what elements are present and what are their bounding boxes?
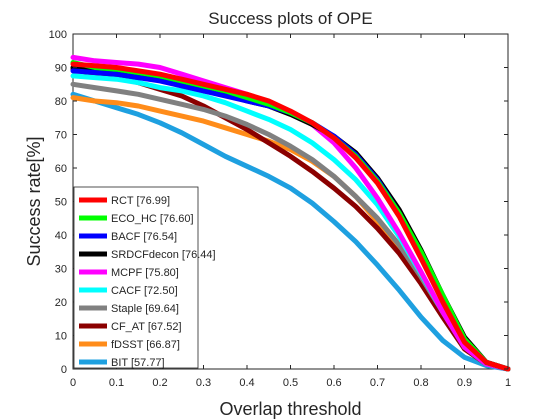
legend-label-2: BACF [76.54] bbox=[111, 231, 177, 243]
legend-label-4: MCPF [75.80] bbox=[111, 267, 179, 279]
x-tick-label: 0.3 bbox=[196, 377, 211, 389]
legend: RCT [76.99] ECO_HC [76.60] BACF [76.54] SRD… bbox=[73, 186, 216, 369]
y-tick-label: 70 bbox=[55, 130, 67, 142]
y-tick-label: 30 bbox=[55, 264, 67, 276]
y-tick-label: 100 bbox=[49, 29, 67, 41]
legend-label-6: Staple [69.64] bbox=[111, 303, 179, 315]
x-tick-label: 1 bbox=[505, 377, 511, 389]
legend-label-5: CACF [72.50] bbox=[111, 285, 178, 297]
y-tick-label: 80 bbox=[55, 96, 67, 108]
x-tick-label: 0.7 bbox=[370, 377, 385, 389]
x-tick-label: 0.8 bbox=[413, 377, 428, 389]
x-tick-label: 0.4 bbox=[239, 377, 254, 389]
legend-label-3: SRDCFdecon [76.44] bbox=[111, 249, 216, 261]
y-axis-title: Success rate[%] bbox=[24, 136, 44, 266]
y-tick-label: 20 bbox=[55, 297, 67, 309]
x-tick-label: 0 bbox=[70, 377, 76, 389]
x-tick-label: 0.5 bbox=[283, 377, 298, 389]
series-layer bbox=[70, 54, 511, 372]
y-tick-label: 90 bbox=[55, 63, 67, 75]
legend-label-1: ECO_HC [76.60] bbox=[111, 213, 194, 225]
y-tick-label: 10 bbox=[55, 331, 67, 343]
x-tick-label: 0.1 bbox=[109, 377, 124, 389]
legend-label-8: fDSST [66.87] bbox=[111, 339, 180, 351]
x-tick-label: 0.6 bbox=[326, 377, 341, 389]
legend-label-7: CF_AT [67.52] bbox=[111, 321, 182, 333]
y-tick-label: 40 bbox=[55, 230, 67, 242]
y-tick-label: 60 bbox=[55, 163, 67, 175]
legend-label-9: BIT [57.77] bbox=[111, 357, 165, 369]
chart-title: Success plots of OPE bbox=[208, 9, 372, 28]
legend-label-0: RCT [76.99] bbox=[111, 195, 170, 207]
y-tick-label: 50 bbox=[55, 197, 67, 209]
series-line-0 bbox=[70, 61, 511, 372]
tick-layer: 0 0.1 0.2 0.3 0.4 0.5 0.6 0.7 0.8 0.9 101020304050… bbox=[49, 29, 511, 389]
x-tick-label: 0.9 bbox=[457, 377, 472, 389]
x-tick-label: 0.2 bbox=[152, 377, 167, 389]
y-tick-label: 0 bbox=[61, 364, 67, 376]
series-line-9 bbox=[70, 91, 511, 372]
x-axis-title: Overlap threshold bbox=[219, 399, 361, 419]
